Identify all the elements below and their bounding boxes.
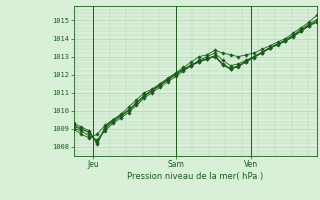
X-axis label: Pression niveau de la mer( hPa ): Pression niveau de la mer( hPa ) (127, 172, 263, 181)
